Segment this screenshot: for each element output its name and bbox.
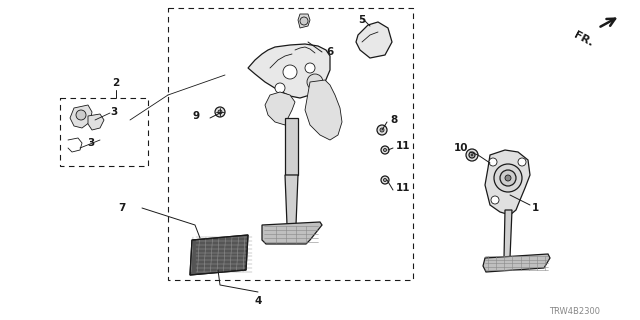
Bar [168, 8, 413, 280]
Circle shape [469, 152, 475, 158]
Circle shape [471, 154, 473, 156]
Text: 11: 11 [396, 183, 410, 193]
Polygon shape [285, 118, 298, 175]
Circle shape [494, 164, 522, 192]
Circle shape [215, 107, 225, 117]
Text: 2: 2 [113, 78, 120, 88]
Text: 3: 3 [88, 138, 95, 148]
Circle shape [381, 176, 389, 184]
Polygon shape [356, 22, 392, 58]
Polygon shape [504, 210, 512, 258]
Circle shape [305, 63, 315, 73]
Text: 7: 7 [118, 203, 126, 213]
Circle shape [275, 83, 285, 93]
Polygon shape [248, 44, 330, 98]
Text: 4: 4 [254, 296, 262, 306]
Circle shape [283, 65, 297, 79]
Circle shape [380, 128, 384, 132]
Circle shape [518, 158, 526, 166]
Polygon shape [190, 235, 248, 275]
Polygon shape [262, 222, 322, 244]
Polygon shape [305, 80, 342, 140]
Text: TRW4B2300: TRW4B2300 [550, 308, 600, 316]
Circle shape [505, 175, 511, 181]
Circle shape [218, 110, 222, 114]
Polygon shape [70, 105, 92, 128]
Circle shape [466, 149, 478, 161]
Circle shape [500, 170, 516, 186]
Text: 10: 10 [454, 143, 468, 153]
Polygon shape [485, 150, 530, 215]
Polygon shape [483, 254, 550, 272]
Circle shape [307, 74, 323, 90]
Text: 9: 9 [193, 111, 200, 121]
Circle shape [491, 196, 499, 204]
Circle shape [76, 110, 86, 120]
Text: 3: 3 [110, 107, 117, 117]
Circle shape [300, 17, 308, 25]
Text: 8: 8 [390, 115, 397, 125]
Polygon shape [88, 114, 104, 130]
Polygon shape [265, 92, 295, 125]
Circle shape [383, 179, 387, 181]
Text: 11: 11 [396, 141, 410, 151]
Text: 6: 6 [326, 47, 333, 57]
Polygon shape [298, 14, 310, 28]
Polygon shape [285, 175, 298, 225]
Text: 1: 1 [532, 203, 540, 213]
Text: 5: 5 [358, 15, 365, 25]
Bar [60, 98, 148, 166]
Circle shape [381, 146, 389, 154]
Circle shape [383, 148, 387, 151]
Circle shape [377, 125, 387, 135]
Text: FR.: FR. [572, 30, 595, 48]
Circle shape [489, 158, 497, 166]
